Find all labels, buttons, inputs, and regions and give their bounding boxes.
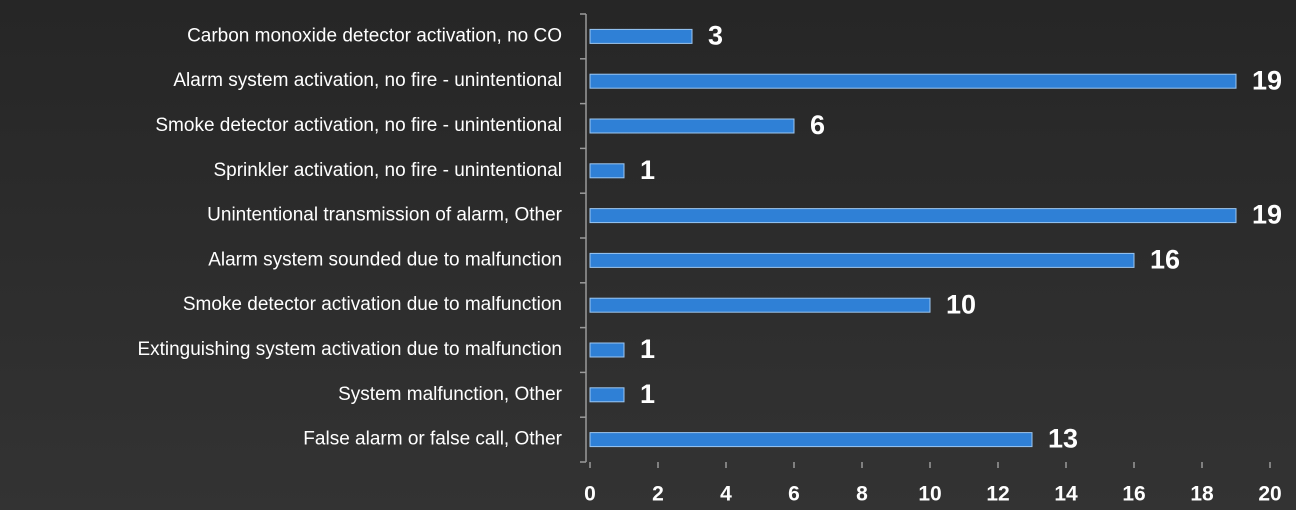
category-label: System malfunction, Other [338, 384, 563, 405]
x-tick-label: 18 [1190, 483, 1214, 506]
x-tick-label: 8 [856, 483, 868, 506]
x-tick-label: 6 [788, 483, 800, 506]
value-label: 13 [1048, 424, 1078, 454]
x-tick-label: 2 [652, 483, 664, 506]
bar [589, 73, 1237, 89]
value-label: 6 [810, 110, 825, 140]
x-tick-label: 14 [1054, 483, 1078, 506]
x-tick-label: 20 [1258, 483, 1281, 506]
category-label: Carbon monoxide detector activation, no … [187, 25, 562, 46]
value-label: 1 [640, 155, 655, 185]
value-label: 19 [1252, 65, 1282, 95]
category-label: False alarm or false call, Other [303, 429, 562, 450]
x-tick-label: 4 [720, 483, 732, 506]
value-label: 16 [1150, 245, 1180, 275]
category-label: Alarm system activation, no fire - unint… [173, 70, 562, 91]
value-label: 1 [640, 379, 655, 409]
bar [589, 118, 795, 134]
category-label: Smoke detector activation, no fire - uni… [155, 115, 562, 136]
category-label: Extinguishing system activation due to m… [137, 339, 562, 360]
bar [589, 163, 625, 179]
x-tick-label: 10 [918, 483, 941, 506]
bar [589, 342, 625, 358]
category-label: Sprinkler activation, no fire - unintent… [213, 160, 562, 181]
value-label: 1 [640, 334, 655, 364]
bar [589, 208, 1237, 224]
bar [589, 28, 693, 44]
category-label: Smoke detector activation due to malfunc… [183, 294, 562, 315]
x-tick-label: 16 [1122, 483, 1145, 506]
category-label: Alarm system sounded due to malfunction [208, 249, 562, 270]
bar [589, 432, 1033, 448]
bar [589, 297, 931, 313]
x-tick-label: 0 [584, 483, 596, 506]
x-tick-label: 12 [986, 483, 1009, 506]
value-label: 3 [708, 21, 723, 51]
value-label: 10 [946, 289, 976, 319]
category-label: Unintentional transmission of alarm, Oth… [207, 205, 562, 226]
bar [589, 252, 1135, 268]
bar [589, 387, 625, 403]
value-label: 19 [1252, 200, 1282, 230]
